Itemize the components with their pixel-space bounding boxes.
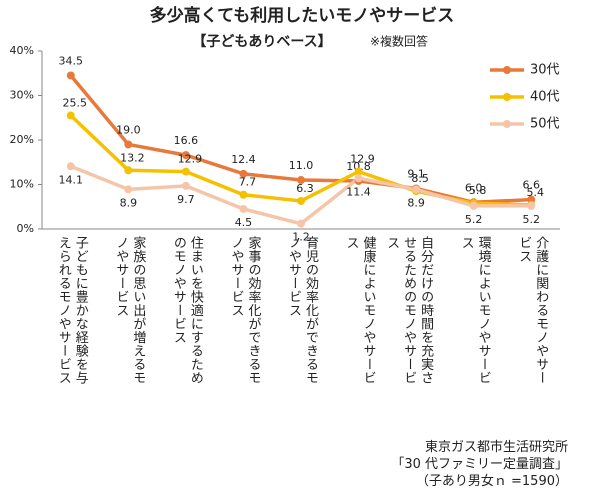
- value-label: 11.0: [289, 159, 314, 172]
- value-label: 9.1: [407, 168, 425, 181]
- value-label: 34.5: [59, 54, 84, 67]
- x-tick-label: 自分だけの時間を充実させるためのモノやサービス: [384, 236, 434, 385]
- value-label: 9.7: [177, 193, 195, 206]
- point: [527, 201, 536, 210]
- point: [124, 166, 133, 175]
- point: [239, 190, 248, 199]
- point: [181, 151, 190, 160]
- legend-marker: [503, 66, 511, 74]
- value-label: 10.8: [346, 160, 371, 173]
- legend-label: 50代: [530, 117, 560, 132]
- x-tick-label: 健康によいモノやサービス: [343, 236, 376, 385]
- point: [66, 162, 75, 171]
- value-label: 8.5: [411, 172, 429, 185]
- point: [239, 204, 248, 213]
- value-label: 8.9: [407, 196, 425, 209]
- value-label: 1.2: [292, 231, 310, 244]
- point: [354, 167, 363, 176]
- x-tick-label: 育児の効率化ができるモノやサービス: [286, 236, 318, 385]
- legend-marker: [503, 93, 511, 101]
- x-tick-label: 子どもに豊かな経験を与えられるモノやサービス: [55, 236, 88, 385]
- legend-marker: [503, 120, 511, 128]
- y-tick-label: 30%: [10, 89, 34, 102]
- chart-title: 多少高くても利用したいモノやサービス: [150, 5, 455, 26]
- legend-label: 40代: [530, 90, 560, 105]
- y-tick-label: 10%: [10, 178, 34, 191]
- x-tick-label: 環境によいモノやサービス: [458, 236, 491, 385]
- value-label: 6.6: [522, 179, 540, 192]
- value-label: 5.2: [465, 213, 483, 226]
- point: [297, 176, 305, 185]
- x-tick-label: 介護に関わるモノやサービス: [516, 236, 549, 385]
- source-text: （子あり男女ｎ =1590）: [415, 474, 568, 489]
- value-label: 12.9: [178, 153, 203, 166]
- point: [297, 219, 305, 228]
- source-text: 東京ガス都市生活研究所: [424, 440, 568, 455]
- point: [66, 111, 75, 120]
- point: [124, 140, 133, 149]
- value-label: 19.0: [116, 123, 141, 136]
- value-label: 12.4: [231, 153, 256, 166]
- value-label: 6.3: [296, 182, 314, 195]
- point: [469, 201, 478, 210]
- value-label: 8.9: [120, 196, 138, 209]
- point: [66, 71, 75, 80]
- value-label: 5.2: [522, 213, 540, 226]
- chart-note: ※複数回答: [370, 34, 428, 49]
- source-text: 「30 代ファミリー定量調査」: [391, 457, 568, 472]
- value-label: 11.4: [346, 185, 371, 198]
- value-label: 5.4: [526, 186, 544, 199]
- point: [354, 174, 363, 183]
- value-label: 12.9: [350, 153, 375, 166]
- x-tick-label: 住まいを快適にするためのモノやサービス: [170, 236, 203, 385]
- value-label: 14.1: [59, 173, 84, 186]
- value-label: 13.2: [120, 151, 145, 164]
- value-label: 7.7: [239, 176, 257, 189]
- x-tick-label: 家族の思い出が増えるモノやサービス: [113, 236, 146, 385]
- y-tick-label: 20%: [10, 133, 34, 146]
- point: [412, 185, 421, 194]
- point: [181, 181, 190, 190]
- chart-subtitle: 【子どもありベース】: [192, 34, 331, 50]
- point: [239, 169, 248, 178]
- legend-label: 30代: [530, 63, 560, 78]
- point: [181, 167, 190, 176]
- value-label: 5.8: [469, 184, 487, 197]
- point: [297, 196, 305, 205]
- value-label: 6.0: [465, 181, 483, 194]
- value-label: 16.6: [174, 134, 199, 147]
- value-label: 25.5: [63, 97, 88, 110]
- y-tick-label: 40%: [10, 44, 34, 57]
- y-tick-label: 0%: [17, 222, 34, 235]
- point: [124, 185, 133, 194]
- value-label: 4.5: [235, 216, 253, 229]
- x-tick-label: 家事の効率化ができるモノやサービス: [228, 236, 261, 385]
